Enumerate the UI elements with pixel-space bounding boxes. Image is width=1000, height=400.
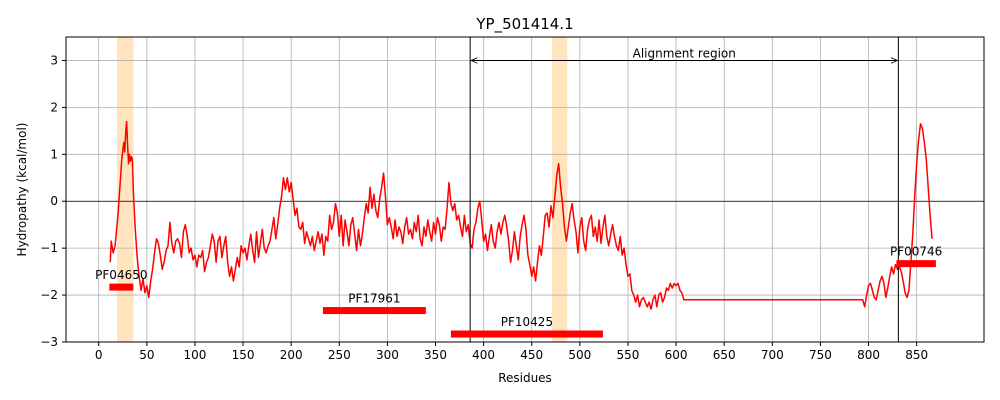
x-tick-label: 500	[568, 348, 591, 362]
x-tick-label: 550	[617, 348, 640, 362]
domain-bar-pf00746	[896, 260, 936, 268]
x-tick-label: 350	[424, 348, 447, 362]
x-tick-label: 800	[857, 348, 880, 362]
y-tick-label: −3	[40, 335, 58, 349]
hydropathy-series	[109, 120, 933, 310]
x-tick-label: 600	[665, 348, 688, 362]
x-tick-label: 450	[520, 348, 543, 362]
series-line-0	[109, 120, 933, 310]
plot-frame	[65, 36, 985, 343]
alignment-region-label: Alignment region	[633, 46, 736, 60]
chart-title: YP_501414.1	[475, 15, 573, 34]
x-tick-label: 750	[809, 348, 832, 362]
y-tick-label: 1	[50, 147, 58, 161]
domain-label-pf00746: PF00746	[890, 245, 942, 259]
highlight-band-0	[117, 37, 134, 342]
x-axis-label: Residues	[498, 371, 552, 385]
x-tick-label: 400	[472, 348, 495, 362]
x-axis-ticks: 0 50 100 150 200 250 300 350 400 450 500 550 600 650 7…	[95, 342, 928, 362]
x-tick-label: 200	[280, 348, 303, 362]
y-tick-label: 2	[50, 100, 58, 114]
x-tick-label: 150	[232, 348, 255, 362]
y-axis-ticks: −3 −2 −1 0 1 2 3	[40, 53, 66, 349]
x-tick-label: 0	[95, 348, 103, 362]
x-tick-label: 700	[761, 348, 784, 362]
domain-bar-pf04650	[109, 283, 134, 291]
domain-label-pf10425: PF10425	[501, 315, 553, 329]
y-tick-label: 3	[50, 53, 58, 67]
y-tick-label: 0	[50, 194, 58, 208]
x-tick-label: 100	[183, 348, 206, 362]
x-tick-label: 850	[905, 348, 928, 362]
domain-label-pf04650: PF04650	[95, 268, 147, 282]
grid-lines	[66, 37, 984, 343]
highlight-band-1	[551, 37, 568, 342]
x-tick-label: 300	[376, 348, 399, 362]
highlight-bands	[117, 37, 568, 342]
domain-bars: PF04650 PF17961 PF10425 PF00746	[95, 245, 942, 338]
annotations: Alignment region	[471, 46, 897, 60]
domain-bar-pf10425	[450, 330, 603, 338]
domain-label-pf17961: PF17961	[348, 292, 400, 306]
y-tick-label: −1	[40, 241, 58, 255]
x-tick-label: 650	[713, 348, 736, 362]
alignment-boundaries	[469, 37, 899, 342]
x-tick-label: 50	[139, 348, 154, 362]
x-tick-label: 250	[328, 348, 351, 362]
domain-bar-pf17961	[322, 307, 426, 315]
y-tick-label: −2	[40, 288, 58, 302]
y-axis-label: Hydropathy (kcal/mol)	[15, 123, 29, 257]
